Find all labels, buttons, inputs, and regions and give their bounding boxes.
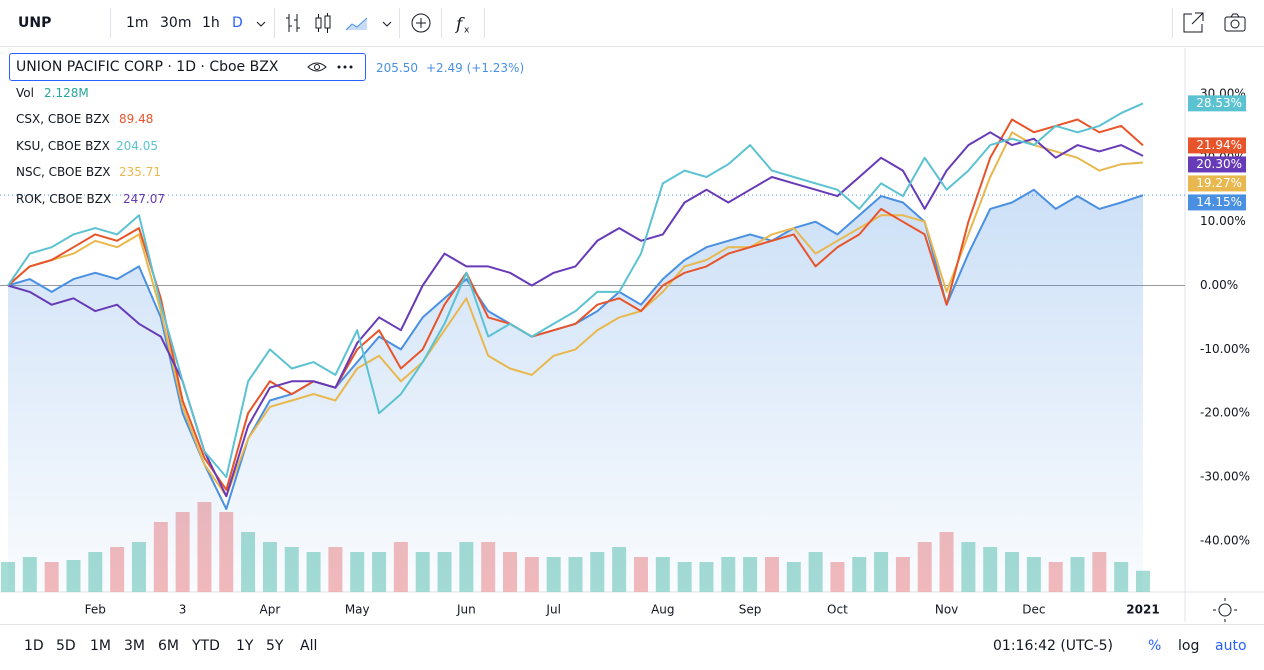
compare-price: 247.07 (123, 191, 165, 206)
range-button[interactable]: 1Y (236, 638, 254, 654)
separator (399, 8, 400, 38)
y-tick-label: -20.00% (1200, 406, 1250, 420)
legend-title: UNION PACIFIC CORP · 1D · Cboe BZX (16, 59, 279, 75)
vol-value: 2.128M (44, 86, 89, 100)
end-label-box (1188, 137, 1246, 154)
series-line (7, 118, 1144, 491)
range-button[interactable]: 5Y (266, 638, 284, 654)
vol-label: Vol (16, 86, 34, 100)
y-tick-label: -30.00% (1200, 470, 1250, 484)
range-button[interactable]: 1M (90, 638, 111, 654)
compare-price: 235.71 (119, 165, 161, 179)
legend-icons[interactable] (306, 58, 356, 76)
compare-name: CSX, CBOE BZX (16, 112, 110, 126)
range-button[interactable]: All (300, 638, 318, 654)
end-label-box (1188, 156, 1246, 173)
compare-name: ROK, CBOE BZX (16, 191, 112, 206)
end-label-box (1188, 95, 1246, 112)
svg-text:x: x (464, 26, 470, 36)
dropdown-icon[interactable] (252, 10, 272, 36)
interval[interactable]: 30m (160, 15, 192, 31)
y-tick-label: 10.00% (1200, 214, 1246, 228)
settings-icon (1213, 598, 1237, 622)
separator (441, 8, 442, 38)
separator (110, 8, 111, 38)
snapshot-icon[interactable] (1222, 10, 1248, 36)
x-tick-label: Sep (739, 603, 762, 617)
x-tick-label: Jun (456, 603, 476, 617)
range-button[interactable]: 6M (158, 638, 179, 654)
bars-icon[interactable] (282, 10, 304, 36)
x-tick-label: 3 (179, 603, 187, 617)
compare-icon[interactable] (408, 10, 434, 36)
candles-icon[interactable] (312, 10, 334, 36)
range-button[interactable]: 3M (124, 638, 145, 654)
separator (1172, 8, 1173, 38)
x-tick-label: Oct (827, 603, 848, 617)
x-tick-label: Apr (260, 603, 281, 617)
compare-price: 89.48 (119, 112, 154, 126)
range-button[interactable]: YTD (192, 638, 220, 654)
x-tick-label: Nov (935, 603, 958, 617)
series-area (8, 189, 1143, 592)
interval[interactable]: 1h (202, 15, 220, 31)
compare-name: NSC, CBOE BZX (16, 165, 111, 179)
percent-button[interactable]: % (1148, 638, 1162, 654)
x-tick-label: Dec (1022, 603, 1045, 617)
dropdown-icon[interactable] (378, 10, 398, 36)
chart: 30.00%20.00%10.00%0.00%-10.00%-20.00%-30… (0, 48, 1264, 622)
popout-icon[interactable] (1181, 10, 1205, 36)
x-tick-label: Aug (651, 603, 674, 617)
clock: 01:16:42 (UTC-5) (993, 638, 1113, 654)
end-label-box (1188, 194, 1246, 211)
log-button[interactable]: log (1178, 638, 1200, 654)
interval[interactable]: D (232, 15, 243, 31)
compare-name: KSU, CBOE BZX (16, 138, 110, 153)
divider (0, 624, 1264, 625)
y-tick-label: -10.00% (1200, 342, 1250, 356)
legend-change: +2.49 (+1.23%) (426, 61, 525, 75)
range-button[interactable]: 5D (56, 638, 76, 654)
x-tick-label: May (345, 603, 370, 617)
series-line (7, 131, 1144, 498)
end-label: 21.94% (1196, 138, 1242, 152)
legend-price: 205.50 (376, 61, 418, 75)
y-tick-label: -40.00% (1200, 533, 1250, 547)
interval[interactable]: 1m (126, 15, 149, 31)
range-button[interactable]: 1D (24, 638, 44, 654)
series-line (7, 102, 1144, 479)
end-label: 14.15% (1196, 195, 1242, 209)
x-tick-label: Jul (545, 603, 560, 617)
y-tick-label: 0.00% (1200, 278, 1238, 292)
end-label: 19.27% (1196, 176, 1242, 190)
svg-text:f: f (454, 15, 465, 35)
compare-price: 204.05 (116, 138, 158, 153)
legend-title-box[interactable] (9, 53, 366, 81)
separator (274, 8, 275, 38)
end-label: 28.53% (1196, 96, 1242, 110)
auto-button[interactable]: auto (1215, 638, 1247, 654)
end-label-box (1188, 175, 1246, 192)
x-tick-label: 2021 (1126, 603, 1159, 617)
end-label: 20.30% (1196, 157, 1242, 171)
x-tick-label: Feb (85, 603, 106, 617)
separator (484, 8, 485, 38)
symbol[interactable]: UNP (18, 15, 52, 31)
area-icon[interactable] (344, 10, 370, 36)
